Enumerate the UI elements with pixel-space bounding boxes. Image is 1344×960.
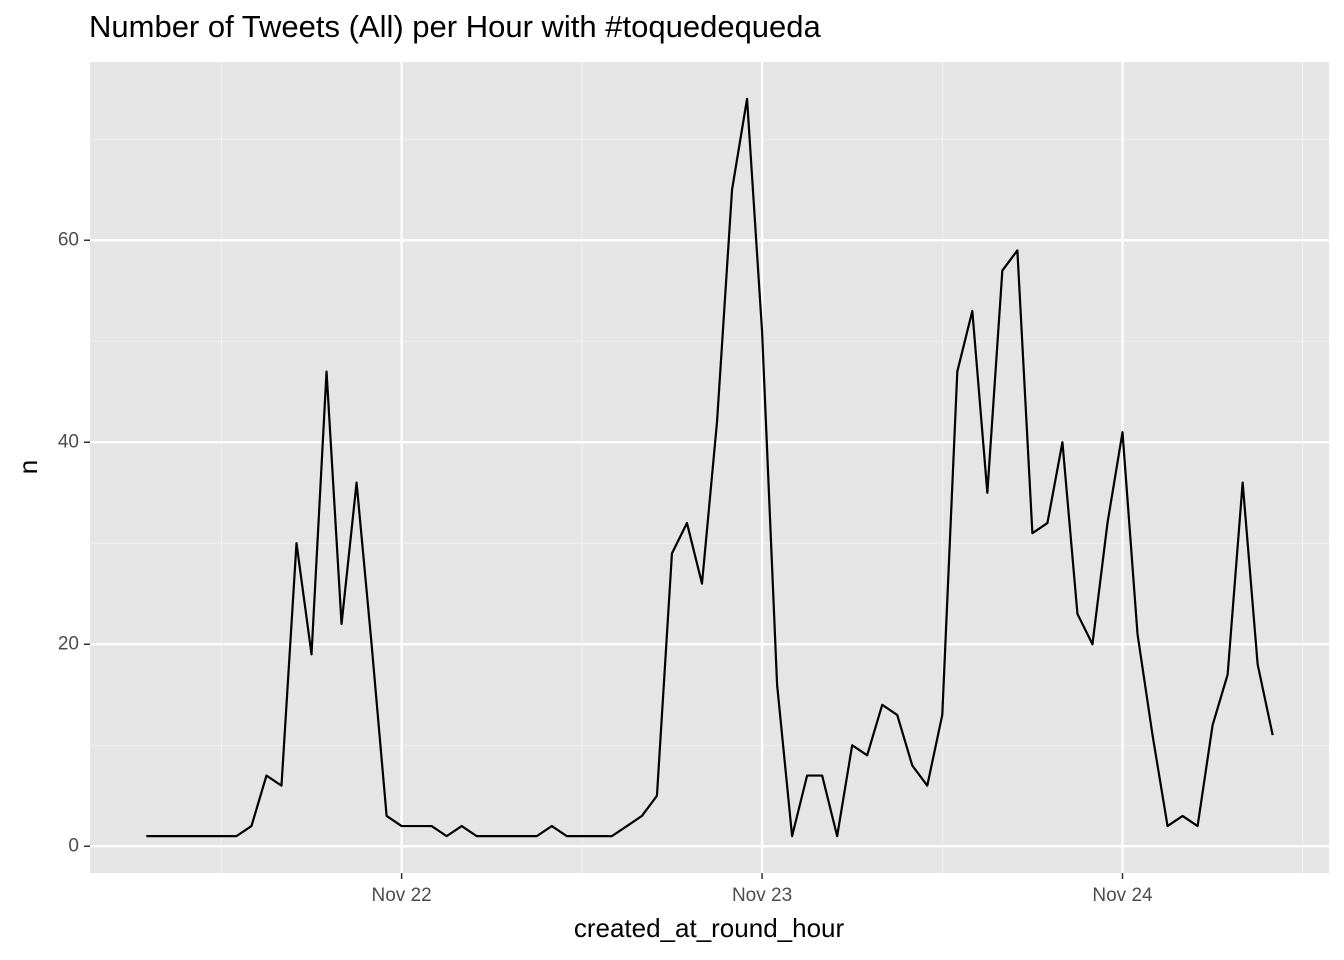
y-axis-title: n [13,460,43,474]
x-tick-label: Nov 23 [732,885,792,906]
x-tick-label: Nov 24 [1092,885,1153,906]
y-tick-label: 20 [58,633,79,654]
y-tick-label: 0 [68,835,79,856]
x-tick-label: Nov 22 [372,885,432,906]
y-tick-label: 40 [58,431,79,452]
y-tick-label: 60 [58,229,79,250]
x-axis-title: created_at_round_hour [574,913,845,943]
chart-title: Number of Tweets (All) per Hour with #to… [89,9,822,44]
data-line [146,97,1274,838]
panel [90,62,1329,873]
